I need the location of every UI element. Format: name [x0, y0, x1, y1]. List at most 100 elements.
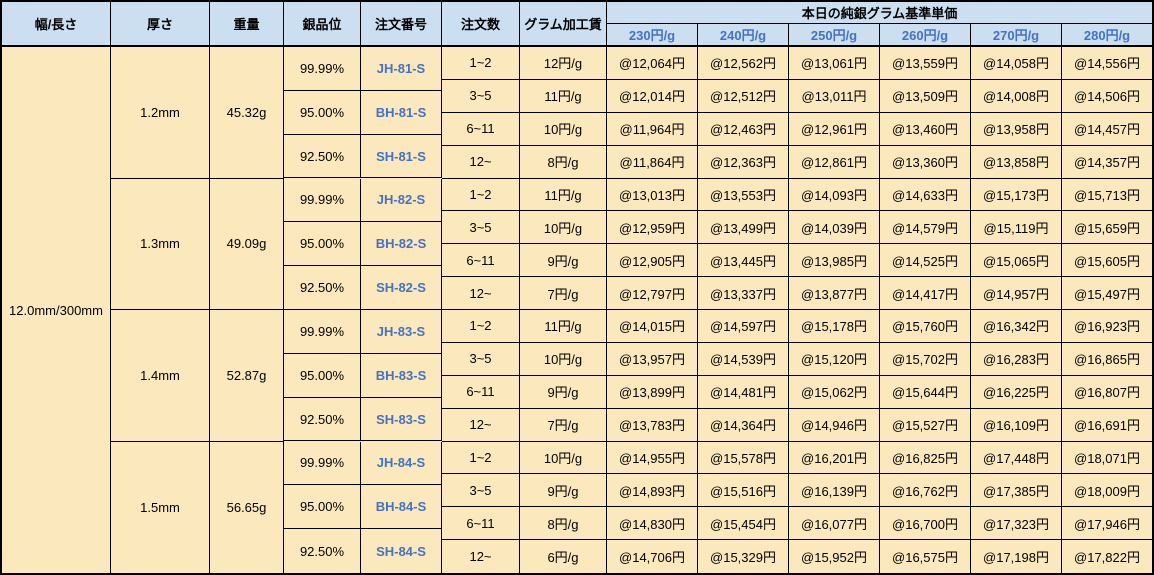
- price-cell: @15,173円: [971, 178, 1062, 212]
- price-col-header: 260円/g: [880, 24, 971, 47]
- purity-cell: 92.50%: [284, 397, 361, 442]
- order-qty-cell: 12~: [442, 277, 520, 310]
- fee-cell: 11円/g: [520, 79, 607, 113]
- price-cell: @14,946円: [789, 408, 880, 442]
- price-cell: @18,071円: [1062, 441, 1152, 475]
- table-row: 3~5 9円/g @14,893円 @15,516円 @16,139円 @16,…: [442, 474, 1152, 508]
- price-col-header: 250円/g: [789, 24, 880, 47]
- table-row: 1~2 12円/g @12,064円 @12,562円 @13,061円 @13…: [442, 47, 1152, 80]
- price-cell: @12,961円: [789, 112, 880, 146]
- qty-price-column: 1~2 11円/g @14,015円 @14,597円 @15,178円 @15…: [442, 310, 1152, 442]
- price-cell: @15,713円: [1062, 178, 1152, 212]
- table-row: 6~11 9円/g @13,899円 @14,481円 @15,062円 @15…: [442, 375, 1152, 409]
- price-cell: @16,807円: [1062, 375, 1152, 409]
- price-cell: @15,527円: [880, 408, 971, 442]
- price-cell: @13,011円: [789, 79, 880, 113]
- price-cell: @16,825円: [880, 441, 971, 475]
- price-cell: @18,009円: [1062, 474, 1152, 508]
- order-qty-cell: 3~5: [442, 474, 520, 508]
- price-cell: @14,457円: [1062, 112, 1152, 146]
- thickness-group: 1.4mm 52.87g 99.99% JH-83-S 95.00% BH-83…: [111, 310, 1152, 442]
- price-cell: @12,014円: [607, 79, 698, 113]
- order-qty-cell: 12~: [442, 408, 520, 442]
- order-number-link[interactable]: SH-81-S: [361, 134, 442, 179]
- purity-row: 99.99% JH-81-S: [284, 47, 442, 91]
- price-cell: @13,957円: [607, 342, 698, 376]
- order-number-link[interactable]: JH-84-S: [361, 441, 442, 486]
- purity-column: 99.99% JH-81-S 95.00% BH-81-S 92.50% SH-…: [284, 47, 442, 179]
- price-cell: @15,578円: [698, 441, 789, 475]
- price-cell: @16,109円: [971, 408, 1062, 442]
- price-group-title: 本日の純銀グラム基準単価: [607, 2, 1152, 24]
- table-header: 幅/長さ 厚さ 重量 銀品位 注文番号 注文数 グラム加工賃 本日の純銀グラム基…: [2, 2, 1152, 47]
- fee-cell: 9円/g: [520, 375, 607, 409]
- price-col-header: 230円/g: [607, 24, 698, 47]
- purity-cell: 92.50%: [284, 529, 361, 573]
- thickness-cell: 1.5mm: [111, 441, 210, 573]
- price-cell: @14,955円: [607, 441, 698, 475]
- price-cell: @14,364円: [698, 408, 789, 442]
- purity-row: 95.00% BH-84-S: [284, 485, 442, 530]
- price-cell: @16,575円: [880, 540, 971, 573]
- price-cell: @13,783円: [607, 408, 698, 442]
- fee-cell: 11円/g: [520, 310, 607, 343]
- order-number-link[interactable]: BH-81-S: [361, 90, 442, 135]
- fee-cell: 11円/g: [520, 178, 607, 212]
- price-cell: @15,516円: [698, 474, 789, 508]
- purity-row: 99.99% JH-82-S: [284, 178, 442, 223]
- order-number-link[interactable]: BH-82-S: [361, 222, 442, 267]
- order-number-link[interactable]: JH-83-S: [361, 310, 442, 354]
- weight-cell: 49.09g: [210, 178, 284, 310]
- table-row: 12~ 6円/g @14,706円 @15,329円 @15,952円 @16,…: [442, 540, 1152, 573]
- table-row: 6~11 9円/g @12,905円 @13,445円 @13,985円 @14…: [442, 244, 1152, 278]
- price-cell: @15,497円: [1062, 277, 1152, 310]
- price-cell: @16,283円: [971, 342, 1062, 376]
- purity-row: 95.00% BH-81-S: [284, 90, 442, 135]
- size-cell: 12.0mm/300mm: [2, 47, 111, 573]
- order-qty-cell: 1~2: [442, 310, 520, 343]
- fee-cell: 12円/g: [520, 47, 607, 80]
- price-cell: @12,363円: [698, 145, 789, 179]
- price-cell: @11,864円: [607, 145, 698, 179]
- price-cell: @13,509円: [880, 79, 971, 113]
- price-cell: @15,062円: [789, 375, 880, 409]
- price-cell: @15,119円: [971, 211, 1062, 245]
- fee-cell: 9円/g: [520, 244, 607, 278]
- price-cell: @13,899円: [607, 375, 698, 409]
- purity-row: 92.50% SH-84-S: [284, 529, 442, 573]
- fee-cell: 10円/g: [520, 211, 607, 245]
- fee-cell: 9円/g: [520, 474, 607, 508]
- table-row: 1~2 10円/g @14,955円 @15,578円 @16,201円 @16…: [442, 441, 1152, 475]
- table-row: 6~11 8円/g @14,830円 @15,454円 @16,077円 @16…: [442, 507, 1152, 541]
- price-cell: @14,556円: [1062, 47, 1152, 80]
- table-row: 12~ 7円/g @12,797円 @13,337円 @13,877円 @14,…: [442, 277, 1152, 310]
- price-cell: @17,448円: [971, 441, 1062, 475]
- price-cell: @13,958円: [971, 112, 1062, 146]
- purity-column: 99.99% JH-83-S 95.00% BH-83-S 92.50% SH-…: [284, 310, 442, 442]
- table-row: 3~5 10円/g @13,957円 @14,539円 @15,120円 @15…: [442, 342, 1152, 376]
- price-cell: @15,454円: [698, 507, 789, 541]
- order-number-link[interactable]: SH-82-S: [361, 266, 442, 310]
- thickness-cell: 1.3mm: [111, 178, 210, 310]
- price-cell: @13,360円: [880, 145, 971, 179]
- price-cell: @13,553円: [698, 178, 789, 212]
- fee-cell: 10円/g: [520, 441, 607, 475]
- order-number-link[interactable]: JH-82-S: [361, 178, 442, 223]
- header-width-length: 幅/長さ: [2, 2, 111, 47]
- price-cell: @16,225円: [971, 375, 1062, 409]
- order-number-link[interactable]: SH-83-S: [361, 397, 442, 442]
- purity-row: 92.50% SH-83-S: [284, 397, 442, 442]
- order-number-link[interactable]: BH-83-S: [361, 353, 442, 398]
- order-number-link[interactable]: JH-81-S: [361, 47, 442, 91]
- thickness-cell: 1.2mm: [111, 47, 210, 179]
- thickness-cell: 1.4mm: [111, 310, 210, 442]
- fee-cell: 10円/g: [520, 342, 607, 376]
- price-cell: @15,702円: [880, 342, 971, 376]
- price-cell: @12,905円: [607, 244, 698, 278]
- order-number-link[interactable]: SH-84-S: [361, 529, 442, 573]
- order-number-link[interactable]: BH-84-S: [361, 485, 442, 530]
- price-cell: @13,877円: [789, 277, 880, 310]
- price-cell: @12,463円: [698, 112, 789, 146]
- purity-row: 92.50% SH-81-S: [284, 134, 442, 179]
- price-cell: @13,013円: [607, 178, 698, 212]
